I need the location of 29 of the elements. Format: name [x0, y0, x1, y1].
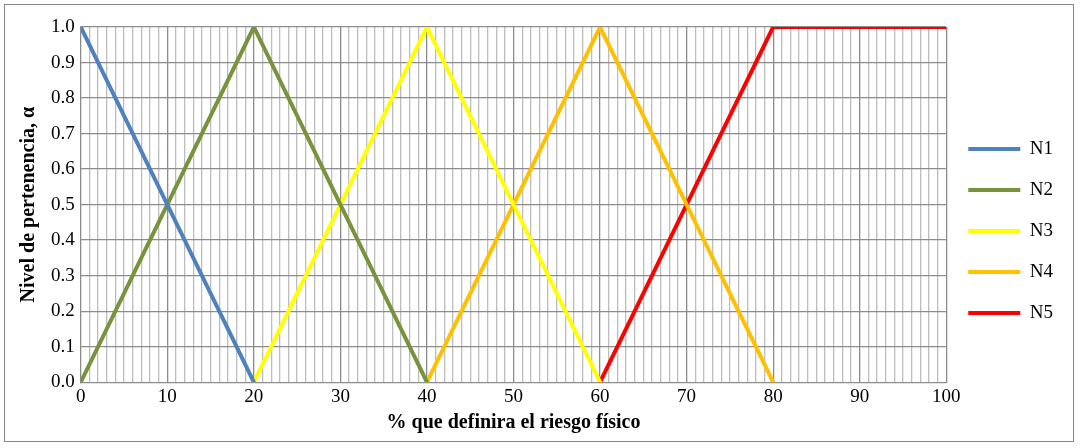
x-axis-title: % que definira el riesgo físico: [386, 410, 641, 434]
x-tick-label: 50: [504, 384, 524, 406]
y-tick-label: 0.1: [51, 334, 75, 356]
y-tick-label: 0.9: [51, 50, 75, 72]
y-tick-label: 0.3: [51, 263, 75, 285]
x-tick-label: 20: [244, 384, 264, 406]
x-tick-label: 10: [157, 384, 177, 406]
x-tick-label: 100: [932, 384, 961, 406]
legend-label: N5: [1029, 300, 1054, 322]
y-axis-title: Nivel de pertenencia, α: [16, 106, 40, 303]
legend-label: N1: [1029, 136, 1054, 158]
legend-label: N2: [1029, 177, 1054, 199]
y-tick-label: 0.6: [51, 157, 75, 179]
legend-label: N3: [1029, 218, 1054, 240]
y-tick-label: 0.5: [51, 192, 75, 214]
y-tick-label: 0.7: [51, 121, 75, 143]
x-tick-label: 40: [417, 384, 437, 406]
x-tick-label: 90: [850, 384, 870, 406]
x-tick-label: 30: [330, 384, 350, 406]
y-tick-label: 0.0: [51, 370, 75, 392]
x-tick-label: 0: [76, 384, 86, 406]
x-tick-label: 60: [590, 384, 610, 406]
y-tick-label: 1.0: [51, 14, 75, 36]
y-tick-label: 0.2: [51, 299, 75, 321]
legend-label: N4: [1029, 259, 1054, 281]
x-tick-label: 80: [763, 384, 783, 406]
y-tick-label: 0.4: [51, 228, 76, 250]
x-tick-label: 70: [677, 384, 697, 406]
y-tick-label: 0.8: [51, 86, 75, 108]
